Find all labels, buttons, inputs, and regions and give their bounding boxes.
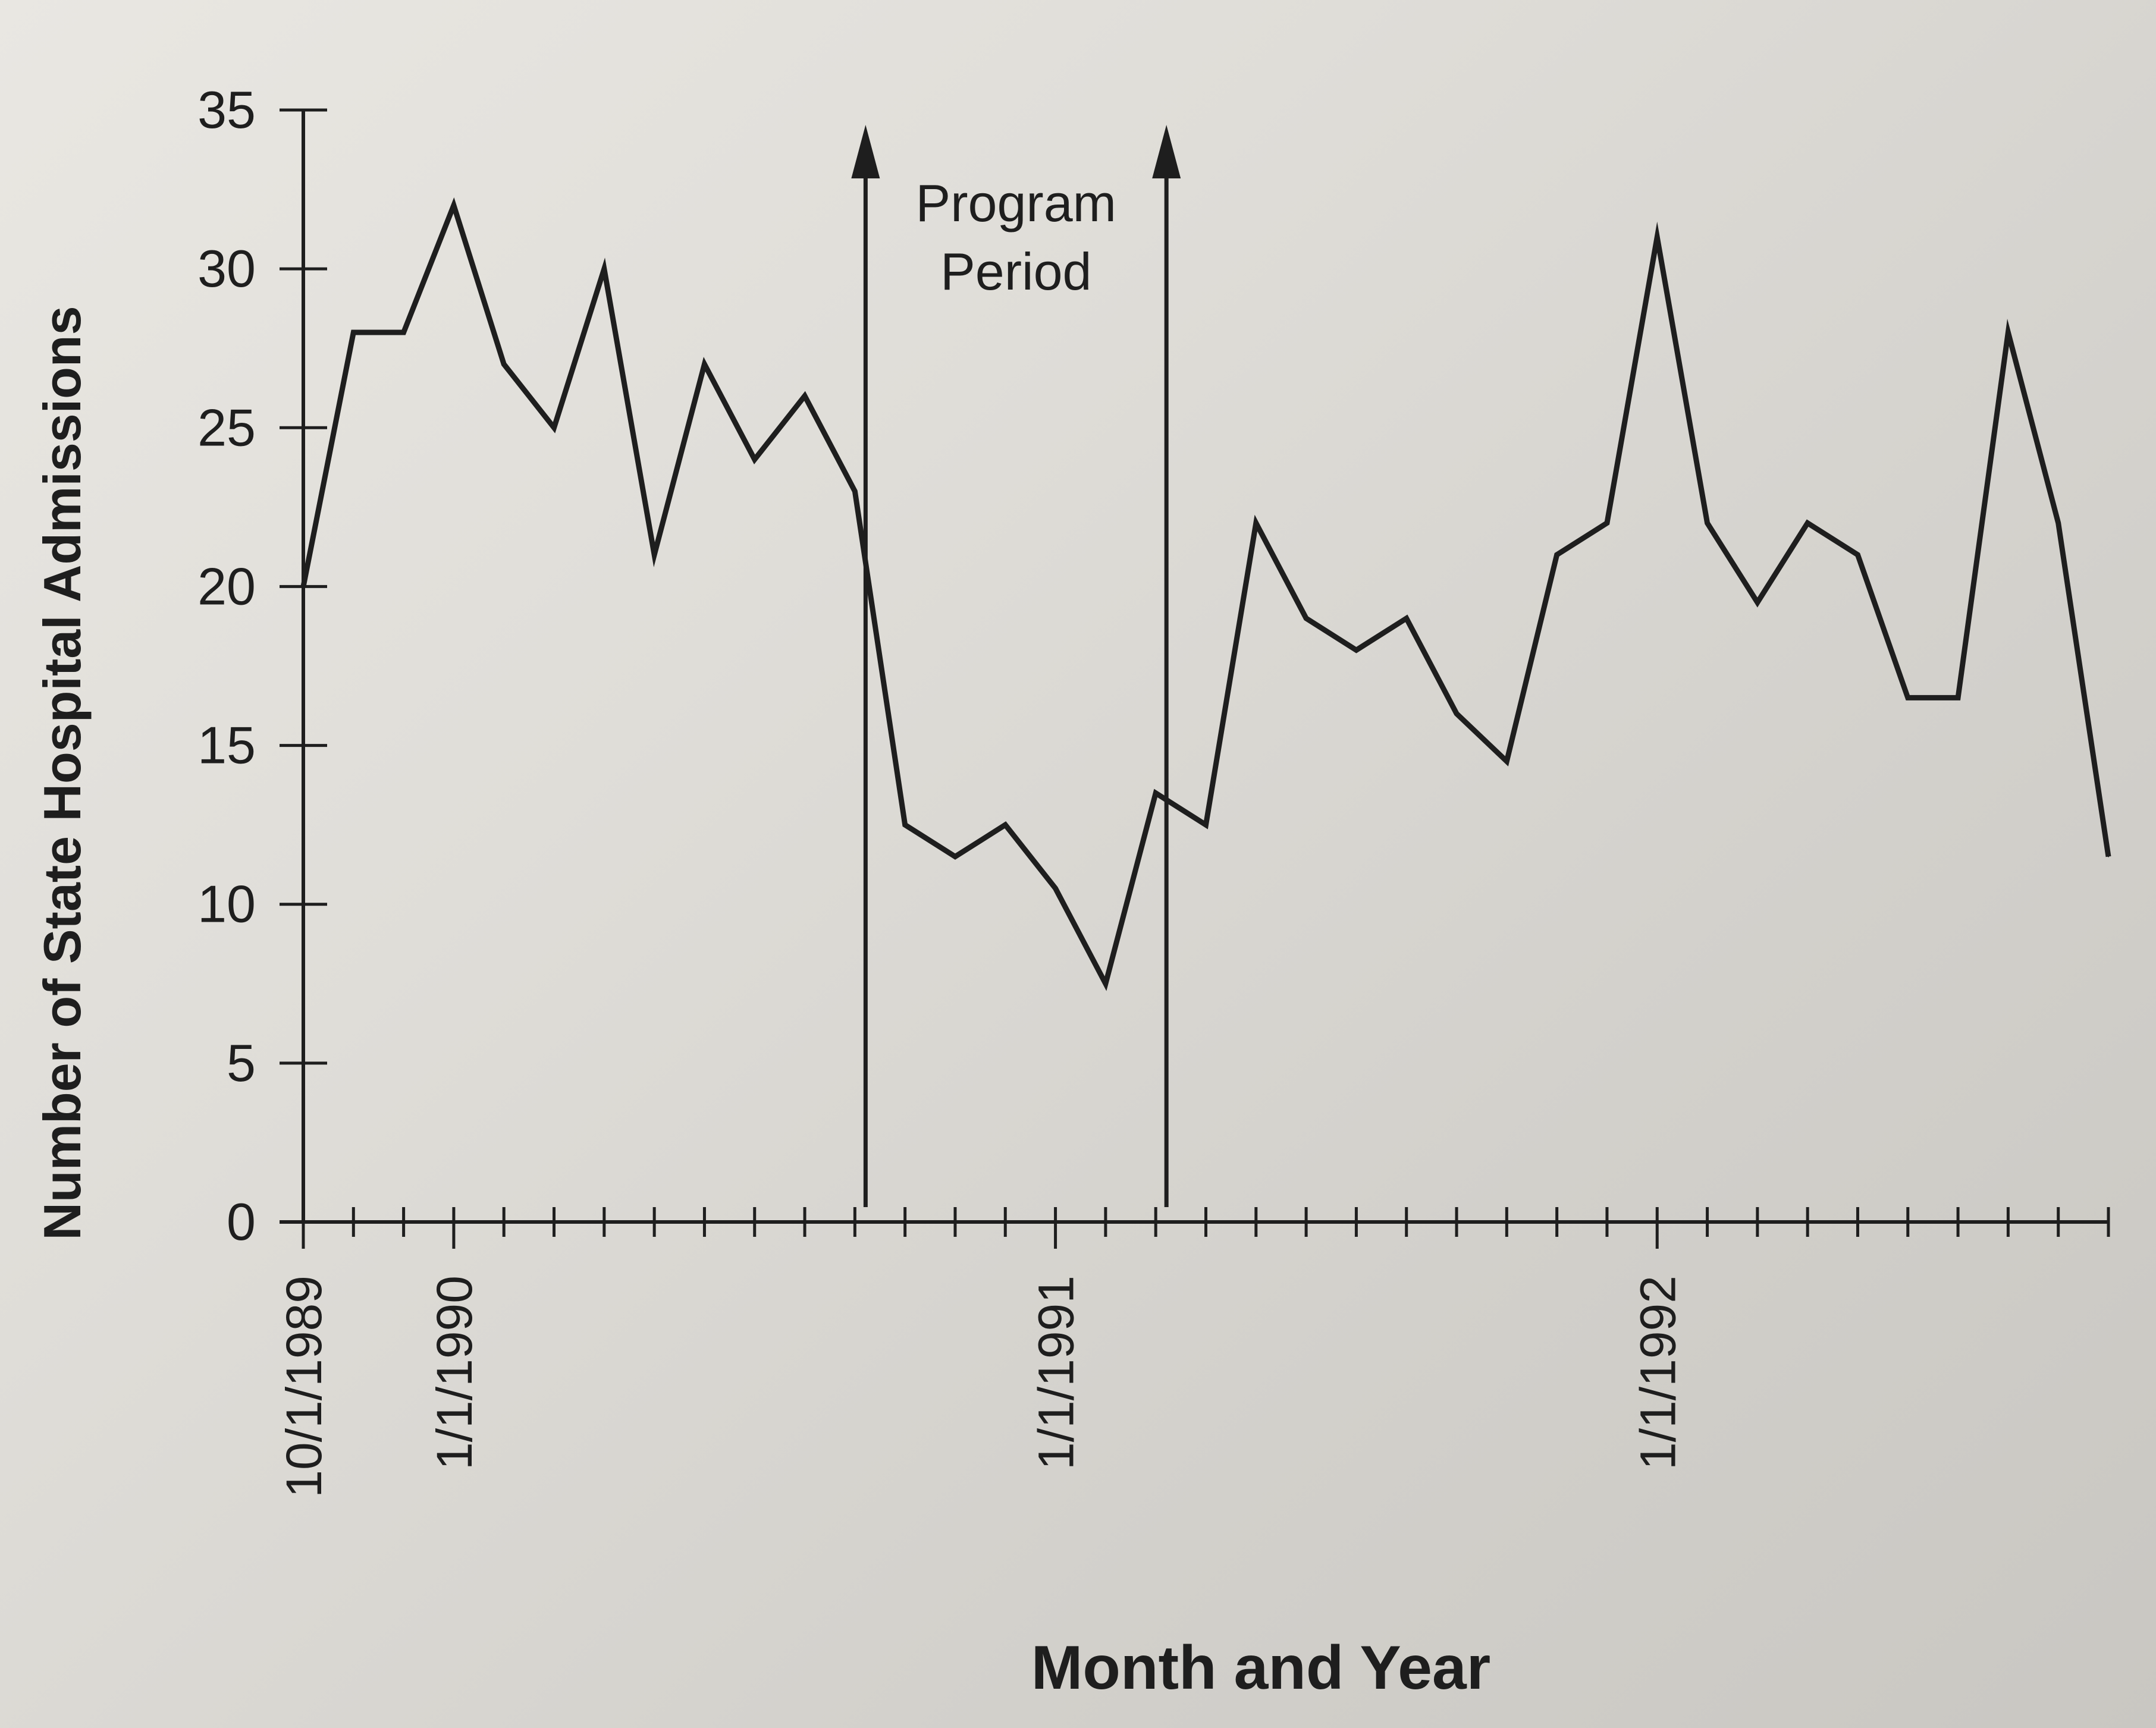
data-point bbox=[1907, 697, 1909, 699]
data-point bbox=[353, 332, 354, 333]
x-tick-label: 1/1/1991 bbox=[1028, 1275, 1084, 1470]
program-arrow-head bbox=[1152, 125, 1181, 178]
y-ticks: 0 5 10 15 20 25 30 35 bbox=[197, 80, 327, 1251]
data-point bbox=[553, 427, 555, 429]
y-tick-label: 10 bbox=[197, 875, 256, 934]
x-tick-label: 1/1/1990 bbox=[426, 1275, 482, 1470]
y-tick-label: 35 bbox=[197, 80, 256, 139]
data-point bbox=[1155, 792, 1157, 794]
data-point bbox=[1405, 617, 1407, 619]
y-tick-label: 20 bbox=[197, 557, 256, 615]
annotations: Program Period bbox=[851, 125, 1181, 1207]
data-point bbox=[1305, 617, 1307, 619]
data-point bbox=[1456, 713, 1458, 715]
data-point bbox=[603, 268, 605, 270]
data-point bbox=[704, 363, 705, 365]
data-point bbox=[2057, 522, 2059, 524]
y-tick-label: 0 bbox=[227, 1192, 256, 1251]
data-point bbox=[2108, 856, 2109, 857]
y-tick-label: 15 bbox=[197, 716, 256, 775]
data-point bbox=[1556, 554, 1558, 555]
data-point bbox=[1355, 649, 1357, 651]
data-point bbox=[954, 856, 956, 857]
program-period-label: Period bbox=[940, 242, 1091, 301]
data-point bbox=[1756, 602, 1758, 604]
x-tick-labels: 10/1/1989 1/1/1990 1/1/1991 1/1/1992 bbox=[276, 1275, 1686, 1498]
series-line bbox=[300, 197, 2111, 991]
data-point bbox=[1506, 761, 1508, 762]
y-tick-label: 30 bbox=[197, 239, 256, 298]
data-point bbox=[1656, 236, 1658, 238]
data-point bbox=[854, 491, 856, 492]
data-point bbox=[754, 458, 755, 460]
x-axis-title: Month and Year bbox=[1031, 1633, 1490, 1702]
data-point bbox=[1957, 697, 1959, 699]
data-point bbox=[1104, 983, 1106, 985]
data-point bbox=[654, 554, 655, 555]
data-point bbox=[1857, 554, 1859, 555]
data-point bbox=[2007, 332, 2009, 333]
y-axis-title: Number of State Hospital Admissions bbox=[33, 306, 92, 1240]
program-period-label: Program bbox=[916, 174, 1116, 233]
data-point bbox=[453, 205, 454, 206]
x-tick-label: 10/1/1989 bbox=[276, 1275, 332, 1498]
y-tick-label: 25 bbox=[197, 398, 256, 457]
data-point bbox=[804, 395, 806, 397]
data-point bbox=[303, 586, 304, 587]
data-point bbox=[1706, 522, 1708, 524]
data-point bbox=[1606, 522, 1608, 524]
data-point bbox=[1205, 824, 1207, 826]
data-point bbox=[403, 332, 404, 333]
data-point bbox=[1255, 522, 1257, 524]
series-layer bbox=[300, 197, 2111, 991]
data-point bbox=[1055, 888, 1056, 889]
data-point bbox=[1807, 522, 1809, 524]
x-tick-label: 1/1/1992 bbox=[1630, 1275, 1686, 1470]
program-arrow-head bbox=[851, 125, 880, 178]
data-point bbox=[904, 824, 906, 826]
data-point bbox=[503, 363, 505, 365]
axes bbox=[280, 110, 2108, 1224]
x-ticks bbox=[302, 1207, 2110, 1249]
data-point bbox=[1005, 824, 1006, 826]
y-tick-label: 5 bbox=[227, 1033, 256, 1092]
